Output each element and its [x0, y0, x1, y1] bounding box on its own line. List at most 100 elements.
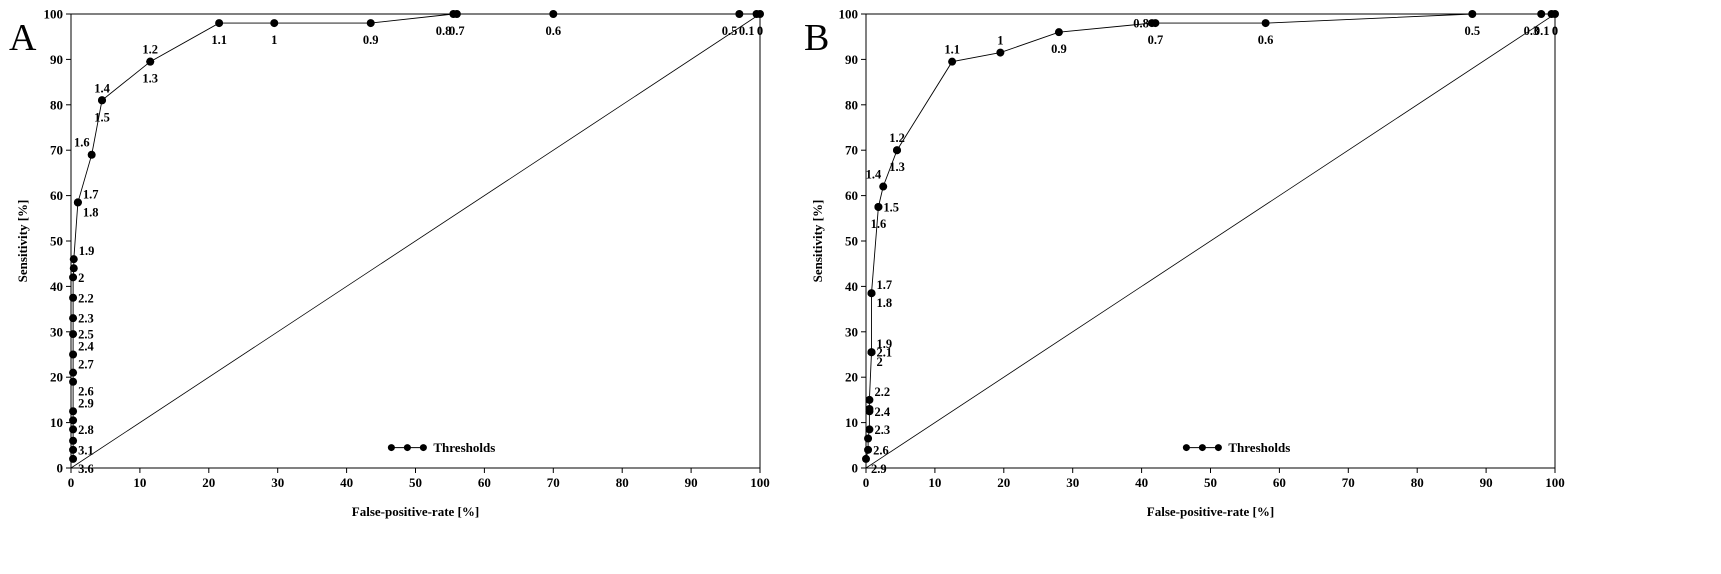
threshold-label: 0	[757, 24, 763, 38]
threshold-label: 2.3	[874, 423, 890, 437]
panel-letter: A	[9, 17, 37, 59]
x-tick-label: 40	[340, 475, 353, 490]
threshold-label: 0.1	[739, 24, 755, 38]
threshold-point	[69, 454, 78, 463]
threshold-point	[69, 314, 78, 323]
threshold-label: 1.5	[883, 200, 899, 214]
threshold-point	[69, 445, 78, 454]
x-tick-label: 10	[928, 475, 941, 490]
threshold-point	[69, 407, 78, 416]
y-axis-title: Sensitivity [%]	[810, 200, 825, 283]
x-tick-label: 80	[616, 475, 629, 490]
y-tick-label: 40	[50, 279, 63, 294]
legend-marker	[403, 444, 411, 452]
roc-panel-a: A0 10 20 30 40 50 60 70 80 90 10001020304050607080…	[9, 7, 770, 520]
threshold-label: 0.9	[363, 33, 379, 47]
y-tick-label: 0	[852, 461, 859, 476]
x-axis-title: False-positive-rate [%]	[352, 504, 479, 519]
y-tick-label: 10	[845, 415, 858, 430]
x-tick-label: 70	[1342, 475, 1355, 490]
y-tick-label: 20	[50, 370, 63, 385]
threshold-label: 2.6	[78, 385, 94, 399]
threshold-label: 1	[271, 33, 277, 47]
threshold-point	[69, 330, 78, 339]
threshold-label: 1.3	[142, 72, 158, 86]
legend: Thresholds	[387, 440, 495, 455]
threshold-label: 2.1	[877, 346, 893, 360]
threshold-label: 0.6	[545, 24, 561, 38]
y-tick-label: 90	[50, 52, 63, 67]
legend-label: Thresholds	[433, 440, 495, 455]
threshold-point	[69, 293, 78, 302]
threshold-label: 0.8	[1133, 17, 1149, 31]
legend-marker	[387, 444, 395, 452]
threshold-label: 2.4	[78, 340, 94, 354]
y-tick-label: 60	[50, 188, 63, 203]
threshold-point	[862, 454, 870, 463]
threshold-label: 0.7	[449, 24, 465, 38]
threshold-label: 0.7	[1148, 33, 1164, 47]
threshold-label: 2.6	[873, 443, 889, 457]
threshold-point	[865, 395, 874, 404]
threshold-label: 0.5	[722, 24, 738, 38]
threshold-point	[867, 348, 876, 357]
x-tick-label: 50	[1204, 475, 1217, 490]
x-tick-label: 0	[863, 475, 870, 490]
threshold-label: 1.3	[889, 160, 905, 174]
y-tick-label: 100	[839, 7, 859, 22]
threshold-label: 1.6	[871, 217, 887, 231]
x-tick-label: 50	[409, 475, 422, 490]
threshold-label: 1.6	[74, 136, 90, 150]
y-tick-label: 70	[50, 143, 63, 158]
threshold-label: 0	[1552, 24, 1558, 38]
threshold-point	[69, 377, 78, 386]
threshold-point	[879, 182, 888, 191]
threshold-label: 1.2	[889, 131, 905, 145]
threshold-point	[1261, 19, 1270, 28]
threshold-point	[98, 96, 107, 105]
threshold-label: 0.5	[1465, 24, 1481, 38]
threshold-point	[996, 48, 1005, 57]
threshold-point	[69, 350, 78, 359]
threshold-label: 0.9	[1051, 42, 1067, 56]
threshold-label: 0.1	[1534, 24, 1550, 38]
threshold-label: 2	[78, 271, 84, 285]
threshold-label: 2.9	[871, 462, 887, 476]
threshold-label: 1.4	[866, 168, 882, 182]
y-tick-label: 30	[845, 324, 858, 339]
threshold-label: 3.6	[78, 462, 94, 476]
threshold-point	[1551, 10, 1559, 18]
threshold-point	[69, 436, 78, 445]
threshold-point	[893, 146, 902, 155]
threshold-point	[1468, 10, 1477, 18]
threshold-point	[735, 10, 744, 18]
y-tick-label: 20	[845, 370, 858, 385]
x-tick-label: 90	[1480, 475, 1493, 490]
x-tick-label: 100	[1545, 475, 1565, 490]
legend-label: Thresholds	[1228, 440, 1290, 455]
threshold-point	[864, 434, 873, 443]
y-tick-label: 0	[57, 461, 64, 476]
y-tick-label: 90	[845, 52, 858, 67]
threshold-label: 1	[997, 34, 1003, 48]
x-tick-label: 20	[202, 475, 215, 490]
threshold-point	[1151, 19, 1160, 28]
threshold-label: 2.4	[874, 405, 890, 419]
y-tick-label: 50	[845, 234, 858, 249]
y-axis-title: Sensitivity [%]	[15, 200, 30, 283]
threshold-label: 2.8	[78, 423, 94, 437]
threshold-label: 2.3	[78, 312, 94, 326]
threshold-label: 0.3	[1524, 24, 1540, 38]
y-tick-label: 70	[845, 143, 858, 158]
threshold-point	[948, 57, 957, 66]
threshold-point	[69, 425, 78, 434]
x-tick-label: 60	[1273, 475, 1286, 490]
threshold-label: 1.8	[83, 205, 99, 219]
y-tick-label: 80	[50, 97, 63, 112]
x-tick-label: 90	[685, 475, 698, 490]
threshold-label: 0.6	[1258, 33, 1274, 47]
reference-diagonal	[70, 13, 761, 469]
legend-marker	[1214, 444, 1222, 452]
y-tick-label: 60	[845, 188, 858, 203]
